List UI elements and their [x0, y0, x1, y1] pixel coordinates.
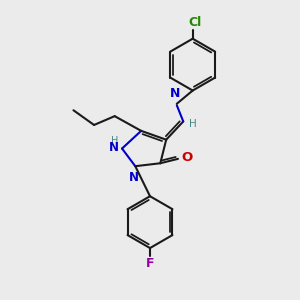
Text: O: O — [182, 151, 193, 164]
Text: N: N — [129, 172, 139, 184]
Text: N: N — [170, 87, 181, 100]
Text: H: H — [189, 119, 197, 129]
Text: Cl: Cl — [188, 16, 202, 29]
Text: N: N — [109, 141, 118, 154]
Text: F: F — [146, 257, 154, 271]
Text: H: H — [111, 136, 118, 146]
